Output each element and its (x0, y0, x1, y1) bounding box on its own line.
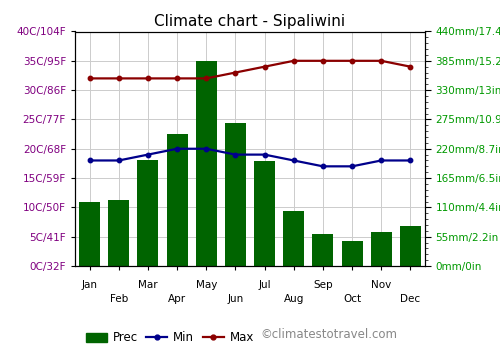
Text: Aug: Aug (284, 294, 304, 304)
Bar (79, 202, 100, 266)
Bar (166, 134, 188, 266)
Bar (312, 234, 334, 266)
Legend: Prec, Min, Max: Prec, Min, Max (81, 327, 259, 349)
Bar (254, 161, 275, 266)
Text: Oct: Oct (343, 294, 361, 304)
Bar (196, 61, 217, 266)
Text: Jul: Jul (258, 280, 271, 290)
Text: Sep: Sep (313, 280, 332, 290)
Text: Apr: Apr (168, 294, 186, 304)
Text: Mar: Mar (138, 280, 158, 290)
Bar (138, 160, 158, 266)
Text: Jan: Jan (82, 280, 98, 290)
Bar (342, 241, 362, 266)
Text: ©climatestotravel.com: ©climatestotravel.com (260, 328, 397, 341)
Text: May: May (196, 280, 217, 290)
Bar (283, 211, 304, 266)
Bar (371, 232, 392, 266)
Bar (225, 123, 246, 266)
Text: Feb: Feb (110, 294, 128, 304)
Text: Dec: Dec (400, 294, 420, 304)
Text: Nov: Nov (371, 280, 392, 290)
Bar (400, 226, 421, 266)
Title: Climate chart - Sipaliwini: Climate chart - Sipaliwini (154, 14, 346, 29)
Bar (108, 201, 129, 266)
Text: Jun: Jun (228, 294, 244, 304)
